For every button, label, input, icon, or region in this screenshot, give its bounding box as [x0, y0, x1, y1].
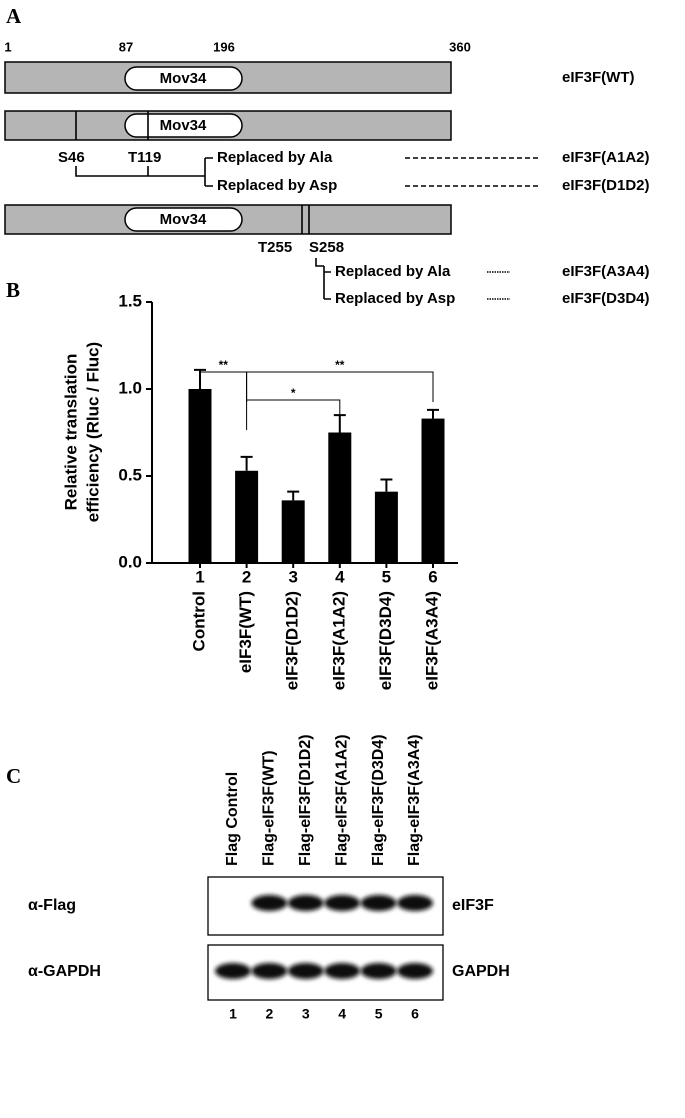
x-tick-label: Control — [189, 591, 208, 651]
lane-label: Flag Control — [224, 772, 241, 866]
lane-number: 5 — [375, 1006, 383, 1022]
bracket — [315, 258, 331, 300]
band — [360, 963, 397, 979]
error-bar — [240, 455, 253, 471]
significance-label: * — [291, 386, 296, 400]
lane-number: 3 — [288, 567, 297, 586]
bar — [281, 500, 305, 563]
y-axis-label: Relative translation — [61, 354, 80, 511]
construct-name: eIF3F(A1A2) — [562, 149, 650, 166]
x-tick-label: eIF3F(D1D2) — [283, 591, 302, 690]
lane-number: 2 — [266, 1006, 274, 1022]
site-label: T255 — [258, 239, 292, 256]
band — [251, 895, 288, 911]
band — [397, 963, 433, 979]
domain — [124, 207, 243, 232]
scale-label: 196 — [213, 39, 235, 54]
domain — [124, 66, 243, 91]
y-tick-label: 1.0 — [118, 378, 142, 397]
construct-name: eIF3F(D3D4) — [562, 290, 650, 307]
lane-number: 1 — [229, 1006, 237, 1022]
band — [360, 895, 397, 911]
scale-label: 87 — [119, 39, 133, 54]
lane-number: 1 — [195, 567, 204, 586]
domain — [124, 113, 243, 138]
error-bar — [427, 408, 439, 419]
lane-number: 3 — [302, 1006, 310, 1022]
site-label: S258 — [309, 239, 344, 256]
lane-number: 4 — [335, 567, 345, 586]
lane-number: 2 — [242, 567, 251, 586]
mutation-label: Replaced by Asp — [217, 177, 337, 194]
scale-label: 360 — [449, 39, 471, 54]
x-tick-label: eIF3F(A1A2) — [329, 591, 348, 690]
y-tick-label: 0.0 — [118, 552, 142, 571]
domain-label: Mov34 — [160, 211, 207, 228]
site-label: S46 — [58, 149, 85, 166]
panel-label: B — [6, 278, 20, 302]
protein-label: eIF3F — [452, 897, 494, 914]
lane-label: Flag-eIF3F(A1A2) — [333, 734, 350, 866]
error-bar — [380, 478, 393, 492]
significance-label: ** — [335, 358, 345, 372]
bar — [374, 491, 398, 563]
scale-label: 1 — [4, 39, 11, 54]
antibody-label: α-GAPDH — [28, 963, 101, 980]
x-tick-label: eIF3F(A3A4) — [422, 591, 441, 690]
mutation-label: Replaced by Asp — [335, 290, 455, 307]
bar — [421, 418, 445, 563]
x-tick-label: eIF3F(D3D4) — [376, 591, 395, 690]
lane-number: 4 — [338, 1006, 346, 1022]
y-tick-label: 1.5 — [118, 291, 142, 310]
y-tick-label: 0.5 — [118, 465, 142, 484]
band — [215, 963, 251, 979]
significance-bracket — [246, 371, 434, 402]
bracket — [75, 157, 213, 187]
band — [397, 895, 433, 911]
antibody-label: α-Flag — [28, 897, 76, 914]
band — [324, 963, 361, 979]
bar — [188, 389, 212, 563]
lane-number: 6 — [428, 567, 437, 586]
protein-label: GAPDH — [452, 963, 510, 980]
lane-label: Flag-eIF3F(D3D4) — [370, 734, 387, 866]
lane-label: Flag-eIF3F(A3A4) — [406, 734, 423, 866]
panel-label: A — [6, 4, 22, 28]
bar — [235, 470, 259, 563]
significance-bracket — [246, 399, 341, 430]
y-axis-label: efficiency (Rluc / Fluc) — [83, 342, 102, 522]
domain-label: Mov34 — [160, 70, 207, 87]
panel-label: C — [6, 764, 21, 788]
x-tick-label: eIF3F(WT) — [236, 591, 255, 673]
construct-name: eIF3F(A3A4) — [562, 263, 650, 280]
site-label: T119 — [128, 149, 161, 166]
lane-label: Flag-eIF3F(D1D2) — [297, 734, 314, 866]
significance-label: ** — [219, 358, 229, 372]
band — [287, 895, 324, 911]
band — [251, 963, 288, 979]
band — [287, 963, 324, 979]
bar — [328, 432, 352, 563]
mutation-label: Replaced by Ala — [335, 263, 451, 280]
lane-number: 6 — [411, 1006, 419, 1022]
construct-name: eIF3F(D1D2) — [562, 177, 650, 194]
construct-name: eIF3F(WT) — [562, 69, 635, 86]
domain-label: Mov34 — [160, 117, 207, 134]
lane-number: 5 — [382, 567, 391, 586]
error-bar — [287, 490, 300, 501]
mutation-label: Replaced by Ala — [217, 149, 333, 166]
band — [324, 895, 361, 911]
lane-label: Flag-eIF3F(WT) — [261, 750, 278, 866]
